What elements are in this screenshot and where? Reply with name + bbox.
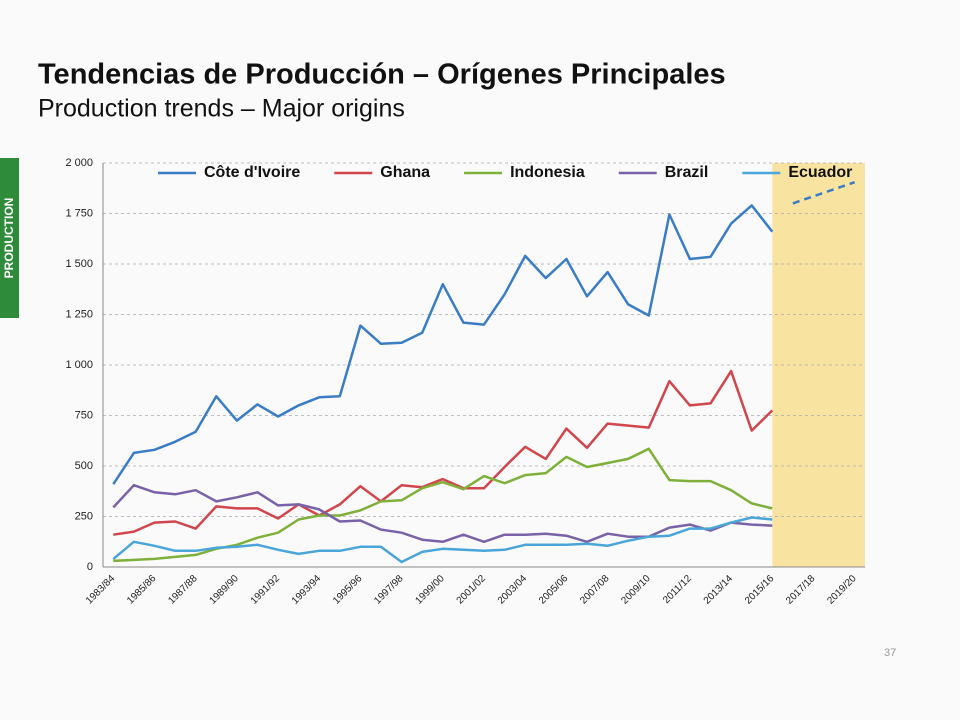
legend-label: Brazil <box>665 164 709 181</box>
y-tick-label: 1 500 <box>65 258 93 270</box>
legend-label: Ecuador <box>788 164 852 181</box>
y-tick-label: 1 250 <box>65 308 93 320</box>
forecast-line <box>792 181 856 205</box>
series-line <box>113 369 774 536</box>
side-tab-label: PRODUCTION <box>2 198 16 279</box>
side-tab <box>0 158 19 318</box>
y-tick-label: 750 <box>75 409 93 421</box>
page-number: 37 <box>884 647 896 659</box>
slide-subtitle: Production trends – Major origins <box>38 95 405 123</box>
y-tick-label: 500 <box>75 460 93 472</box>
y-tick-label: 1 000 <box>65 359 93 371</box>
series-line <box>112 204 774 485</box>
series-line <box>112 516 773 564</box>
legend-label: Côte d'Ivoire <box>204 164 300 181</box>
y-tick-label: 2 000 <box>65 157 93 169</box>
series-line <box>112 483 773 544</box>
y-tick-label: 0 <box>87 561 93 573</box>
slide-title: Tendencias de Producción – Orígenes Prin… <box>38 59 726 91</box>
y-tick-label: 1 750 <box>65 207 93 219</box>
legend-label: Ghana <box>380 164 430 181</box>
y-tick-label: 250 <box>75 510 93 522</box>
legend-label: Indonesia <box>510 164 585 181</box>
